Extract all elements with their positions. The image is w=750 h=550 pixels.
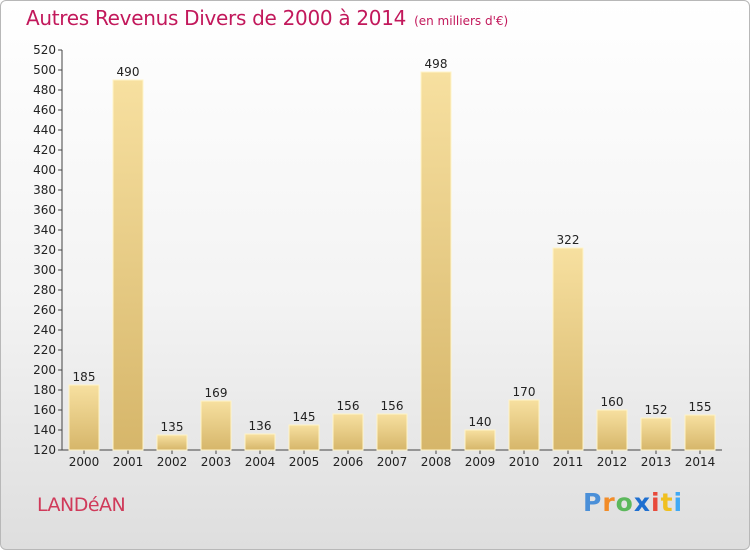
x-tick-label: 2012 — [597, 455, 628, 469]
y-tick-label: 160 — [33, 403, 56, 417]
y-tick-label: 400 — [33, 163, 56, 177]
y-tick-label: 260 — [33, 303, 56, 317]
x-tick-label: 2004 — [245, 455, 276, 469]
value-label-2009: 140 — [469, 415, 492, 429]
value-label-2001: 490 — [117, 65, 140, 79]
bar-2011 — [552, 247, 584, 451]
bar-2014 — [684, 414, 716, 451]
bar-2013 — [640, 417, 672, 451]
bar-2006 — [332, 413, 364, 451]
logo-letter: i — [651, 488, 661, 517]
y-tick-label: 520 — [33, 43, 56, 57]
bar-2010 — [508, 399, 540, 451]
value-label-2011: 322 — [557, 233, 580, 247]
y-tick-label: 280 — [33, 283, 56, 297]
y-tick-label: 380 — [33, 183, 56, 197]
bar-2007 — [376, 413, 408, 451]
logo-letter: r — [602, 488, 616, 517]
x-tick-label: 2009 — [465, 455, 496, 469]
x-tick-label: 2005 — [289, 455, 320, 469]
x-tick-label: 2011 — [553, 455, 584, 469]
y-tick-label: 140 — [33, 423, 56, 437]
value-label-2008: 498 — [425, 57, 448, 71]
logo-letter: t — [660, 488, 674, 517]
bar-2008 — [420, 71, 452, 451]
x-tick-label: 2000 — [69, 455, 100, 469]
bar-2009 — [464, 429, 496, 451]
logo-letter: P — [583, 488, 603, 517]
y-tick-label: 320 — [33, 243, 56, 257]
x-tick-label: 2013 — [641, 455, 672, 469]
value-label-2013: 152 — [645, 403, 668, 417]
y-tick-label: 460 — [33, 103, 56, 117]
logo-letter: o — [615, 488, 634, 517]
y-tick-label: 180 — [33, 383, 56, 397]
bar-2005 — [288, 424, 320, 451]
y-tick-label: 360 — [33, 203, 56, 217]
x-tick-label: 2006 — [333, 455, 364, 469]
y-tick-label: 480 — [33, 83, 56, 97]
bar-2004 — [244, 433, 276, 451]
y-tick-label: 240 — [33, 323, 56, 337]
x-tick-label: 2002 — [157, 455, 188, 469]
chart-subtitle: (en milliers d'€) — [414, 14, 509, 28]
y-tick-label: 220 — [33, 343, 56, 357]
chart-title: Autres Revenus Divers de 2000 à 2014 (en … — [26, 6, 508, 30]
y-tick-label: 500 — [33, 63, 56, 77]
value-label-2002: 135 — [161, 420, 184, 434]
value-label-2000: 185 — [73, 370, 96, 384]
y-tick-label: 120 — [33, 443, 56, 457]
y-tick-label: 300 — [33, 263, 56, 277]
y-tick-label: 200 — [33, 363, 56, 377]
x-tick-label: 2003 — [201, 455, 232, 469]
x-tick-label: 2001 — [113, 455, 144, 469]
value-label-2003: 169 — [205, 386, 228, 400]
x-tick-label: 2008 — [421, 455, 452, 469]
value-label-2010: 170 — [513, 385, 536, 399]
bar-2001 — [112, 79, 144, 451]
proxiti-logo: Proxiti — [583, 488, 683, 517]
value-label-2004: 136 — [249, 419, 272, 433]
commune-name: LANDéAN — [37, 494, 126, 516]
logo-letter: x — [633, 488, 651, 517]
bar-2003 — [200, 400, 232, 451]
value-label-2014: 155 — [689, 400, 712, 414]
x-tick-label: 2010 — [509, 455, 540, 469]
value-label-2007: 156 — [381, 399, 404, 413]
y-tick-label: 340 — [33, 223, 56, 237]
value-label-2012: 160 — [601, 395, 624, 409]
value-label-2006: 156 — [337, 399, 360, 413]
logo-letter: i — [673, 488, 684, 517]
y-tick-label: 440 — [33, 123, 56, 137]
bar-2000 — [68, 384, 100, 451]
bar-2002 — [156, 434, 188, 451]
y-tick-label: 420 — [33, 143, 56, 157]
bar-2012 — [596, 409, 628, 451]
value-label-2005: 145 — [293, 410, 316, 424]
x-tick-label: 2014 — [685, 455, 716, 469]
x-tick-label: 2007 — [377, 455, 408, 469]
chart-title-main: Autres Revenus Divers de 2000 à 2014 — [26, 6, 407, 30]
